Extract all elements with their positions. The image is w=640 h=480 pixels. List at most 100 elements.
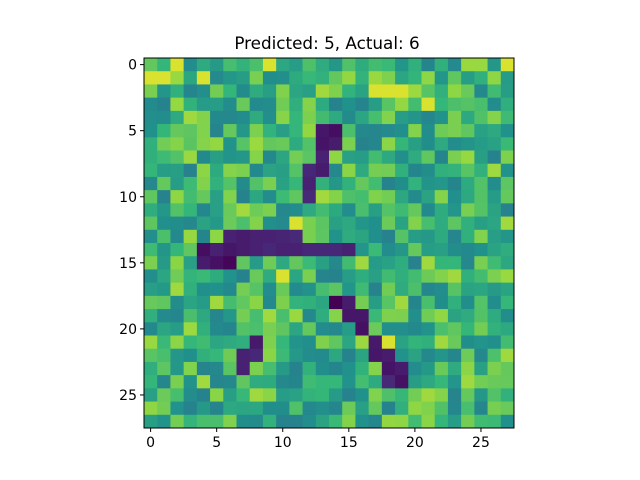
plot-frame	[143, 57, 515, 429]
heatmap-cells	[144, 58, 515, 429]
heatmap-cell	[236, 124, 251, 138]
heatmap-cell	[408, 401, 422, 416]
heatmap-cell	[289, 58, 303, 72]
heatmap-cell	[395, 322, 409, 336]
heatmap-cell	[276, 243, 290, 257]
heatmap-cell	[223, 58, 237, 72]
heatmap-cell	[395, 190, 409, 204]
heatmap-cell	[434, 375, 449, 389]
heatmap-cell	[249, 190, 264, 204]
heatmap-cell	[447, 309, 462, 323]
heatmap-cell	[421, 414, 436, 429]
heatmap-cell	[408, 203, 422, 217]
heatmap-cell	[500, 295, 515, 310]
heatmap-cell	[223, 348, 237, 363]
heatmap-cell	[302, 256, 317, 270]
heatmap-cell	[315, 295, 330, 310]
heatmap-cell	[474, 190, 488, 204]
heatmap-cell	[329, 401, 343, 416]
heatmap-cell	[144, 176, 158, 191]
heatmap-cell	[487, 137, 502, 151]
heatmap-cell	[381, 388, 396, 402]
heatmap-cell	[408, 375, 422, 389]
heatmap-cell	[196, 97, 211, 112]
heatmap-cell	[381, 203, 396, 217]
heatmap-cell	[236, 229, 251, 244]
heatmap-cell	[223, 137, 237, 151]
heatmap-cell	[289, 375, 303, 389]
heatmap-cell	[381, 216, 396, 231]
heatmap-cell	[302, 97, 317, 112]
heatmap-cell	[329, 348, 343, 363]
heatmap-cell	[447, 163, 462, 178]
heatmap-cell	[461, 269, 475, 284]
heatmap-cell	[302, 176, 317, 191]
heatmap-cell	[381, 84, 396, 99]
heatmap-cell	[342, 295, 356, 310]
heatmap-cell	[342, 216, 356, 231]
heatmap-cell	[157, 295, 171, 310]
heatmap-cell	[262, 309, 277, 323]
heatmap-cell	[170, 124, 185, 138]
heatmap-cell	[355, 282, 370, 297]
heatmap-cell	[500, 282, 515, 297]
heatmap-cell	[461, 256, 475, 270]
heatmap-cell	[223, 256, 237, 270]
heatmap-cell	[474, 150, 488, 165]
heatmap-cell	[236, 110, 251, 125]
heatmap-cell	[342, 110, 356, 125]
heatmap-cell	[434, 71, 449, 85]
heatmap-cell	[434, 84, 449, 99]
heatmap-cell	[223, 375, 237, 389]
heatmap-cell	[461, 335, 475, 350]
heatmap-cell	[381, 163, 396, 178]
heatmap-cell	[342, 243, 356, 257]
heatmap-cell	[487, 58, 502, 72]
heatmap-cell	[447, 84, 462, 99]
heatmap-cell	[183, 97, 198, 112]
heatmap-cell	[223, 97, 237, 112]
heatmap-cell	[315, 375, 330, 389]
heatmap-cell	[434, 124, 449, 138]
heatmap-cell	[144, 295, 158, 310]
heatmap-cell	[144, 110, 158, 125]
heatmap-cell	[487, 388, 502, 402]
heatmap-cell	[276, 401, 290, 416]
heatmap-cell	[262, 229, 277, 244]
heatmap-cell	[289, 137, 303, 151]
heatmap-cell	[302, 309, 317, 323]
heatmap-cell	[500, 256, 515, 270]
heatmap-cell	[302, 124, 317, 138]
heatmap-cell	[157, 375, 171, 389]
heatmap-cell	[355, 163, 370, 178]
heatmap-cell	[381, 335, 396, 350]
heatmap-cell	[196, 348, 211, 363]
heatmap-cell	[302, 71, 317, 85]
heatmap-cell	[487, 176, 502, 191]
heatmap-cell	[395, 309, 409, 323]
heatmap-cell	[144, 388, 158, 402]
heatmap-cell	[302, 401, 317, 416]
heatmap-cell	[223, 229, 237, 244]
heatmap-cell	[183, 309, 198, 323]
heatmap-cell	[315, 137, 330, 151]
heatmap-cell	[329, 97, 343, 112]
heatmap-cell	[395, 84, 409, 99]
heatmap-cell	[355, 71, 370, 85]
heatmap-cell	[276, 110, 290, 125]
heatmap-cell	[249, 137, 264, 151]
heatmap-cell	[395, 388, 409, 402]
heatmap-cell	[421, 97, 436, 112]
heatmap-cell	[249, 295, 264, 310]
heatmap-cell	[315, 401, 330, 416]
heatmap-cell	[196, 176, 211, 191]
heatmap-cell	[355, 388, 370, 402]
heatmap-cell	[368, 375, 383, 389]
heatmap-cell	[355, 203, 370, 217]
heatmap-cell	[395, 414, 409, 429]
heatmap-cell	[223, 190, 237, 204]
heatmap-cell	[368, 203, 383, 217]
heatmap-cell	[368, 256, 383, 270]
heatmap-cell	[183, 229, 198, 244]
heatmap-cell	[144, 203, 158, 217]
